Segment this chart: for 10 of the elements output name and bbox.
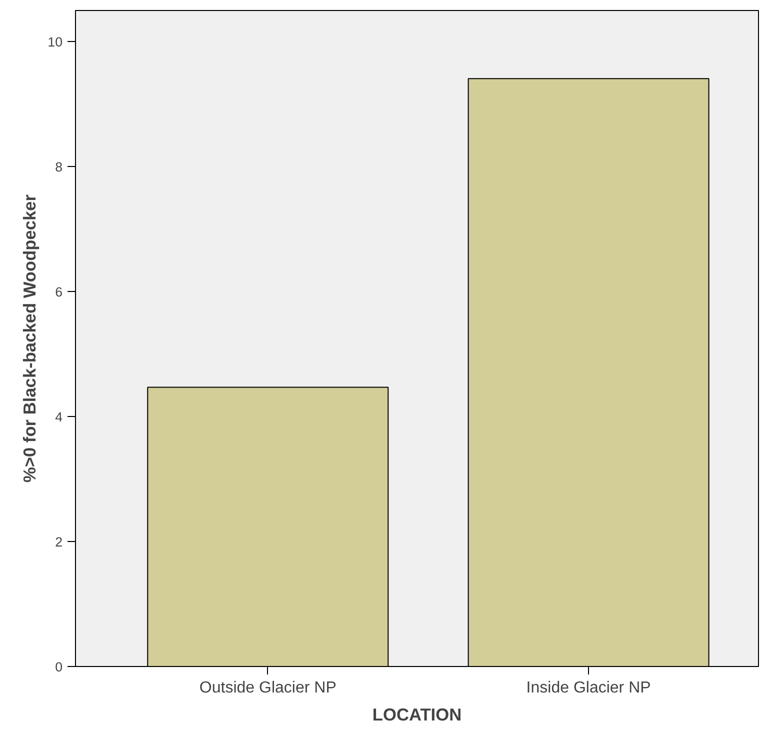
y-axis-title: %>0 for Black-backed Woodpecker (20, 194, 40, 483)
x-tick-label: Inside Glacier NP (526, 680, 651, 696)
y-tick-label: 6 (55, 284, 63, 300)
y-tick-label: 10 (48, 34, 63, 50)
y-tick-label: 2 (55, 534, 63, 550)
y-tick-label: 4 (55, 410, 64, 425)
y-tick-label: 8 (55, 160, 63, 175)
x-tick-label: Outside Glacier NP (199, 680, 336, 696)
y-tick-label: 0 (55, 660, 63, 674)
x-axis-title: LOCATION (372, 704, 462, 724)
